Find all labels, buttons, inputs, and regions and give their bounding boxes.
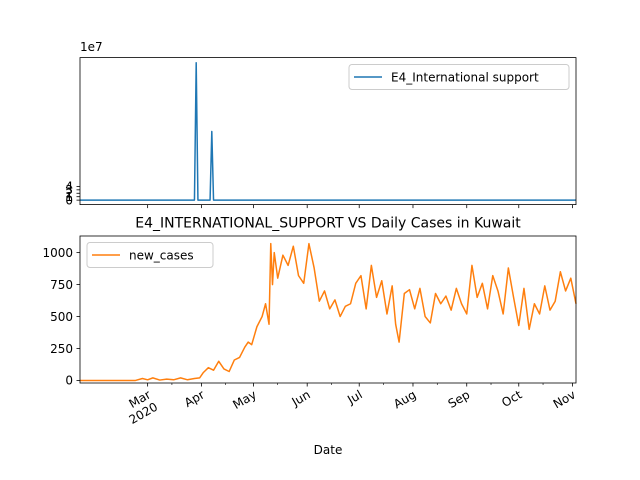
lower-axes-frame	[79, 235, 577, 384]
lower-y-axis: 0 250 500 750 1000	[42, 246, 80, 388]
lower-legend-box	[86, 242, 214, 268]
x-axis-label: Date	[314, 443, 343, 457]
lower-y-tick-label: 0	[65, 374, 73, 388]
lower-legend-label: new_cases	[129, 249, 194, 263]
upper-y-offset-label: 1e7	[80, 40, 103, 54]
lower-y-tick-label: 750	[50, 278, 73, 292]
lower-series-line-0	[80, 242, 577, 382]
lower-x-tick-label: Jul	[344, 387, 364, 407]
lower-y-tick-label: 1000	[42, 246, 73, 260]
lower-chart-title: E4_INTERNATIONAL_SUPPORT VS Daily Cases …	[135, 216, 521, 232]
upper-y-tick-label: 3	[65, 183, 73, 197]
upper-y-tick-label: 4	[65, 180, 73, 194]
upper-legend-box	[348, 64, 570, 90]
upper-legend-label: E4_International support	[391, 71, 539, 85]
upper-y-tick-label: 2	[65, 187, 73, 201]
upper-x-axis	[147, 204, 573, 209]
upper-plot-area	[80, 62, 576, 201]
upper-axes-frame	[79, 57, 577, 205]
lower-y-tick-label: 500	[50, 310, 73, 324]
lower-legend: new_cases	[86, 242, 214, 268]
lower-y-tick-label: 250	[50, 342, 73, 356]
upper-y-tick-label: 0	[65, 193, 73, 207]
upper-legend: E4_International support	[348, 64, 570, 90]
lower-plot-area	[80, 242, 577, 382]
upper-y-tick-label: 1	[65, 190, 73, 204]
upper-series-line-0	[80, 62, 576, 201]
